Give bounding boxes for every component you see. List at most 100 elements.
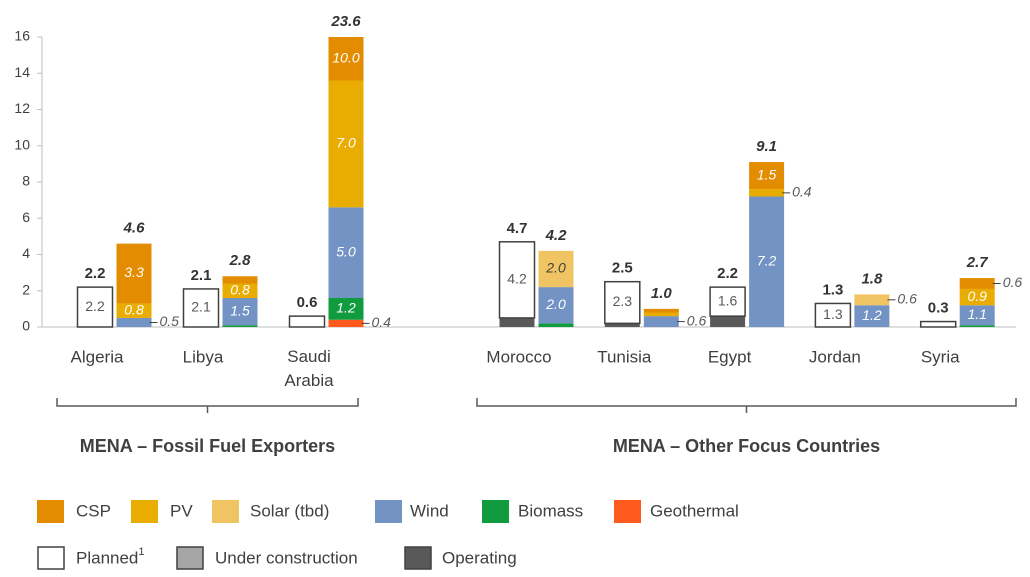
legend-label: Wind xyxy=(410,501,449,520)
x-tick-label: Syria xyxy=(921,347,960,366)
tech-bar-segment xyxy=(538,323,574,327)
legend-label: Biomass xyxy=(518,501,583,520)
tech-bar-segment xyxy=(222,283,258,298)
tech-total: 1.8 xyxy=(861,270,883,287)
segment-label: 2.2 xyxy=(85,298,105,314)
segment-label: 1.2 xyxy=(862,307,882,323)
footnote-mark: 1 xyxy=(138,546,144,558)
segment-label: 0.6 xyxy=(1003,274,1023,290)
segment-label: 1.3 xyxy=(823,306,843,322)
legend-swatch xyxy=(37,546,65,570)
status-bar-segment xyxy=(76,286,114,328)
tech-bar-segment xyxy=(538,287,574,324)
segment-label: 0.5 xyxy=(160,313,180,329)
legend-swatch xyxy=(482,500,509,523)
segment-label: 2.0 xyxy=(545,260,566,276)
tech-bar-segment xyxy=(116,243,152,304)
tech-bar-segment xyxy=(959,278,995,289)
legend-swatch xyxy=(212,500,239,523)
status-total: 2.5 xyxy=(612,260,633,277)
tech-total: 4.2 xyxy=(545,227,568,244)
status-total: 1.3 xyxy=(822,281,843,298)
x-tick-label: Saudi Arabia xyxy=(284,347,334,390)
segment-label: 1.6 xyxy=(718,292,738,308)
segment-label: 1.2 xyxy=(336,300,356,316)
tech-bar-segment xyxy=(328,319,364,327)
bars xyxy=(76,37,995,328)
tech-bar-segment xyxy=(116,317,152,327)
segment-label: 0.8 xyxy=(124,301,144,317)
segment-label: 3.3 xyxy=(124,264,144,280)
status-bar-segment xyxy=(709,286,746,317)
segment-label: 7.2 xyxy=(757,252,777,268)
group-bracket xyxy=(56,398,359,413)
status-total: 4.7 xyxy=(507,220,528,237)
x-tick-label: Jordan xyxy=(809,347,861,366)
legend-label: Under construction xyxy=(215,548,358,567)
status-total: 0.6 xyxy=(297,294,318,311)
tech-bar-segment xyxy=(854,294,890,306)
tech-bar-segment xyxy=(959,288,995,306)
tech-bar-segment xyxy=(222,325,258,327)
tech-bar-segment xyxy=(749,196,785,327)
status-bar-segment xyxy=(604,323,640,327)
status-bar-segment xyxy=(498,241,536,319)
y-tick-label: 6 xyxy=(22,209,30,225)
tech-bar-segment xyxy=(959,325,995,327)
status-total: 2.2 xyxy=(717,265,738,282)
legend-swatch xyxy=(37,500,64,523)
y-tick-label: 12 xyxy=(14,100,30,116)
segment-label: 0.8 xyxy=(230,281,250,297)
legend-swatch xyxy=(404,546,432,570)
x-tick-label: Morocco xyxy=(486,347,551,366)
segment-label: 0.4 xyxy=(372,314,392,330)
group-label: MENA – Fossil Fuel Exporters xyxy=(80,436,335,456)
legend-swatch xyxy=(176,546,204,570)
tech-total: 4.6 xyxy=(123,220,146,237)
segment-label: 2.3 xyxy=(613,293,633,309)
tech-total: 2.7 xyxy=(966,254,989,271)
segment-label: 1.5 xyxy=(230,302,250,318)
tech-bar-segment xyxy=(328,37,364,81)
status-bar-segment xyxy=(288,315,326,328)
tech-bar-segment xyxy=(959,305,995,326)
status-total: 2.2 xyxy=(85,265,106,282)
status-bar-segment xyxy=(182,288,220,328)
legend-swatch xyxy=(131,500,158,523)
segment-label: 7.0 xyxy=(336,135,356,151)
group-label: MENA – Other Focus Countries xyxy=(613,436,880,456)
legend-label: Solar (tbd) xyxy=(250,501,329,520)
tech-bar-segment xyxy=(749,162,785,190)
y-tick-label: 4 xyxy=(22,245,30,261)
segment-label: 4.2 xyxy=(507,271,527,287)
legend-label: CSP xyxy=(76,501,111,520)
y-tick-label: 10 xyxy=(14,136,30,152)
segment-label: 10.0 xyxy=(332,49,359,65)
tech-bar-segment xyxy=(328,80,364,208)
status-bar-segment xyxy=(710,316,746,327)
x-tick-label: Egypt xyxy=(708,347,752,366)
tech-total: 23.6 xyxy=(330,13,361,30)
segment-label: 0.6 xyxy=(897,291,917,307)
tech-bar-segment xyxy=(854,305,890,327)
status-total: 2.1 xyxy=(191,267,212,284)
segment-label: 2.0 xyxy=(545,296,566,312)
tech-bar-segment xyxy=(643,308,679,313)
x-tick-label: Libya xyxy=(183,347,224,366)
segment-label: 0.9 xyxy=(967,288,987,304)
status-bar-segment xyxy=(814,302,852,328)
tech-bar-segment xyxy=(328,298,364,320)
status-bar-segment xyxy=(919,320,957,328)
y-tick-label: 2 xyxy=(22,281,30,297)
tech-bar-segment xyxy=(538,250,574,288)
legend-label: Planned1 xyxy=(76,546,145,568)
tech-total: 1.0 xyxy=(651,285,673,302)
tech-total: 9.1 xyxy=(756,138,777,155)
legend-swatch xyxy=(614,500,641,523)
labels: MENA – Fossil Fuel Exporters MENA – Other… xyxy=(37,13,1023,570)
group-bracket xyxy=(476,398,1017,413)
tech-bar-segment xyxy=(116,303,152,318)
status-total: 0.3 xyxy=(928,300,949,317)
y-tick-label: 8 xyxy=(22,173,30,189)
